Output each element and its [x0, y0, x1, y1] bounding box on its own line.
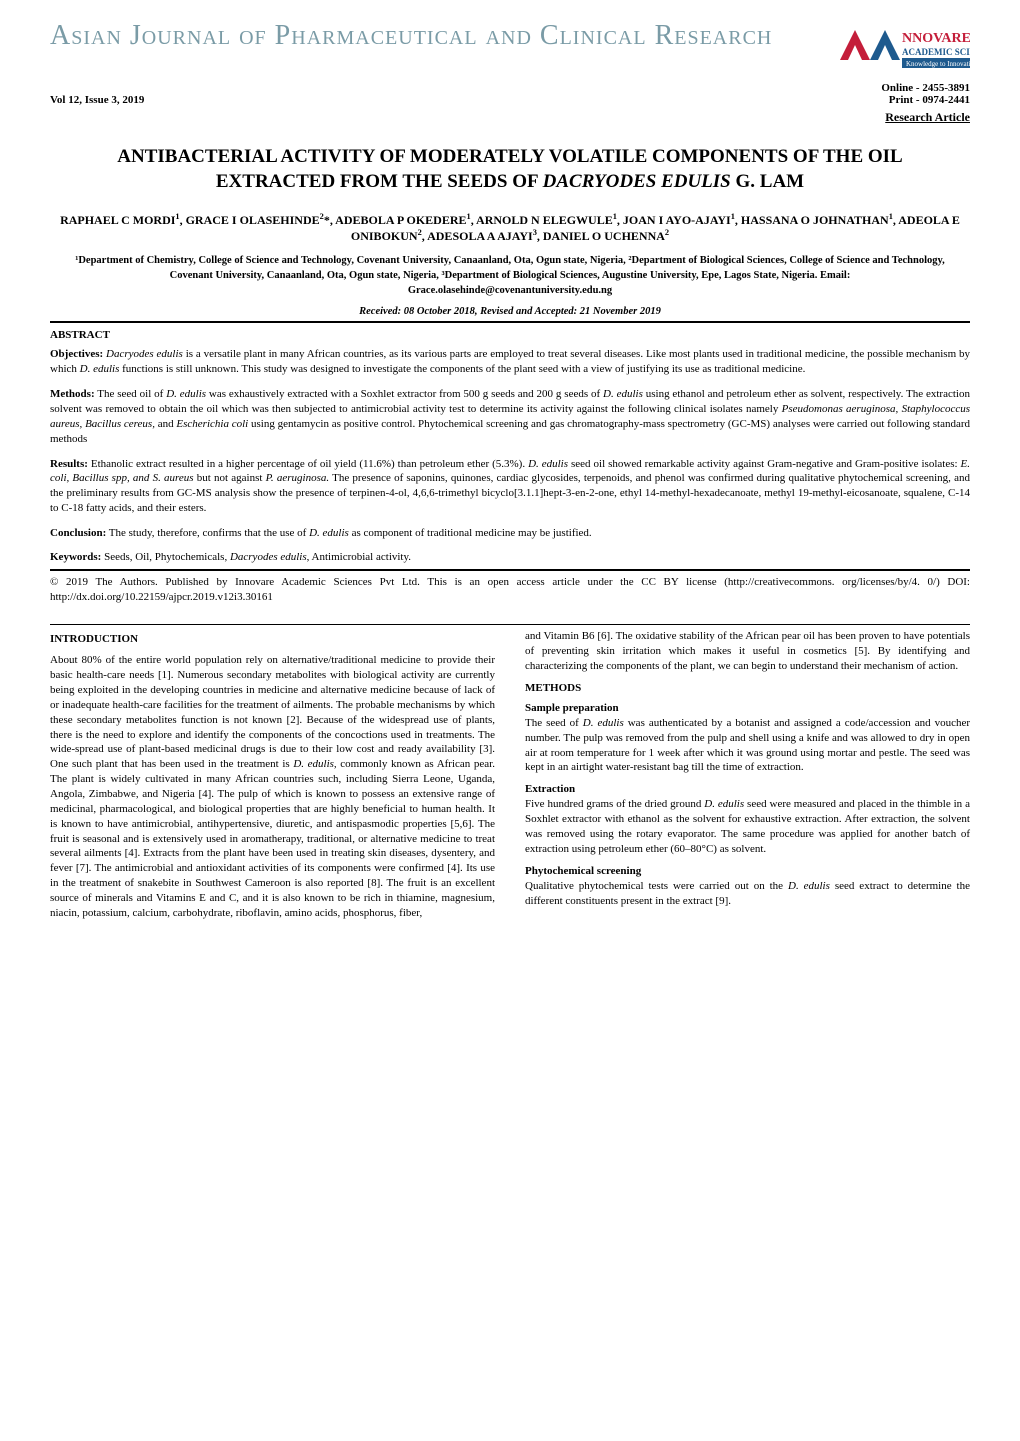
phyto-text: Qualitative phytochemical tests were car…	[525, 879, 970, 909]
phyto-heading: Phytochemical screening	[525, 865, 970, 877]
logo-text: NNOVARE	[902, 31, 970, 46]
license-text: © 2019 The Authors. Published by Innovar…	[50, 575, 970, 605]
article-title: ANTIBACTERIAL ACTIVITY OF MODERATELY VOL…	[90, 145, 930, 194]
divider	[50, 321, 970, 323]
keywords: Keywords: Seeds, Oil, Phytochemicals, Da…	[50, 551, 970, 563]
volume-issue: Vol 12, Issue 3, 2019	[50, 94, 144, 106]
extraction-heading: Extraction	[525, 783, 970, 795]
abstract-results: Results: Ethanolic extract resulted in a…	[50, 457, 970, 516]
issn-print: Print - 0974-2441	[881, 94, 970, 106]
publisher-logo: NNOVARE ACADEMIC SCIENCES Knowledge to I…	[830, 20, 970, 75]
abstract-objectives: Objectives: Dacryodes edulis is a versat…	[50, 347, 970, 377]
authors: RAPHAEL C MORDI1, GRACE I OLASEHINDE2*, …	[50, 212, 970, 244]
abstract-conclusion: Conclusion: The study, therefore, confir…	[50, 526, 970, 541]
introduction-heading: INTRODUCTION	[50, 633, 495, 645]
divider	[50, 624, 970, 625]
issn-block: Online - 2455-3891 Print - 0974-2441	[881, 82, 970, 106]
header: Asian Journal of Pharmaceutical and Clin…	[50, 20, 970, 125]
body-columns: INTRODUCTION About 80% of the entire wor…	[50, 629, 970, 928]
logo-subtitle: ACADEMIC SCIENCES	[902, 47, 970, 57]
left-column: INTRODUCTION About 80% of the entire wor…	[50, 629, 495, 928]
sample-prep-heading: Sample preparation	[525, 702, 970, 714]
extraction-text: Five hundred grams of the dried ground D…	[525, 797, 970, 856]
article-type: Research Article	[50, 110, 970, 125]
divider	[50, 569, 970, 571]
right-column: and Vitamin B6 [6]. The oxidative stabil…	[525, 629, 970, 928]
methods-heading: METHODS	[525, 682, 970, 694]
article-dates: Received: 08 October 2018, Revised and A…	[50, 306, 970, 317]
nnovare-logo-icon: NNOVARE ACADEMIC SCIENCES Knowledge to I…	[830, 20, 970, 70]
issn-online: Online - 2455-3891	[881, 82, 970, 94]
abstract-methods: Methods: The seed oil of D. edulis was e…	[50, 387, 970, 446]
sample-prep-text: The seed of D. edulis was authenticated …	[525, 716, 970, 775]
abstract-heading: ABSTRACT	[50, 329, 970, 341]
affiliations: ¹Department of Chemistry, College of Sci…	[70, 254, 950, 298]
logo-tagline: Knowledge to Innovation	[906, 60, 970, 68]
intro-continued: and Vitamin B6 [6]. The oxidative stabil…	[525, 629, 970, 674]
introduction-text: About 80% of the entire world population…	[50, 653, 495, 920]
